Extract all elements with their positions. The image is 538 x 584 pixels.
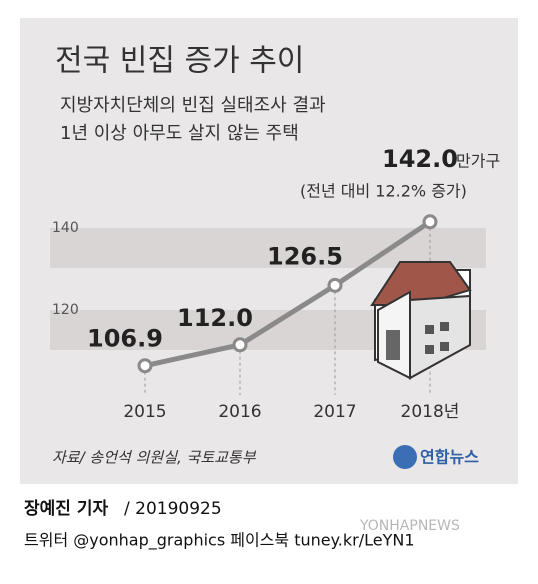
- point: [422, 214, 438, 230]
- x-tick-label: 2017: [313, 402, 356, 422]
- social: 트위터 @yonhap_graphics 페이스북 tuney.kr/LeYN1: [24, 531, 415, 551]
- y-tick-label: 120: [52, 302, 79, 318]
- point: [232, 337, 248, 353]
- value-label: 106.9: [87, 325, 163, 353]
- value-label: 112.0: [177, 304, 253, 332]
- logo-text: 연합뉴스: [420, 448, 479, 467]
- logo: 연합뉴스: [393, 445, 479, 469]
- watermark: YONHAPNEWS: [359, 518, 460, 534]
- source: 자료/ 송언석 의원실, 국토교통부: [52, 449, 257, 467]
- subtitle: 지방자치단체의 빈집 실태조사 결과: [60, 95, 326, 116]
- value-label: 126.5: [267, 242, 343, 270]
- annotation: (전년 대비 12.2% 증가): [300, 182, 467, 201]
- point: [327, 277, 343, 293]
- value-label: 142.0: [382, 145, 458, 173]
- line: [144, 219, 432, 369]
- x-tick-label: 2018년: [401, 402, 460, 422]
- house-icon: [370, 261, 472, 380]
- x-tick-label: 2016: [218, 402, 261, 422]
- subtitle: 1년 이상 아무도 살지 않는 주택: [60, 123, 299, 144]
- logo-icon: [393, 445, 417, 469]
- point: [137, 358, 153, 374]
- unit-label: 만가구: [456, 151, 500, 170]
- author: 장예진 기자: [24, 499, 108, 519]
- chart-title: 전국 빈집 증가 추이: [55, 44, 304, 79]
- date: / 20190925: [124, 499, 222, 519]
- y-tick-label: 140: [52, 220, 79, 236]
- x-tick-label: 2015: [123, 402, 166, 422]
